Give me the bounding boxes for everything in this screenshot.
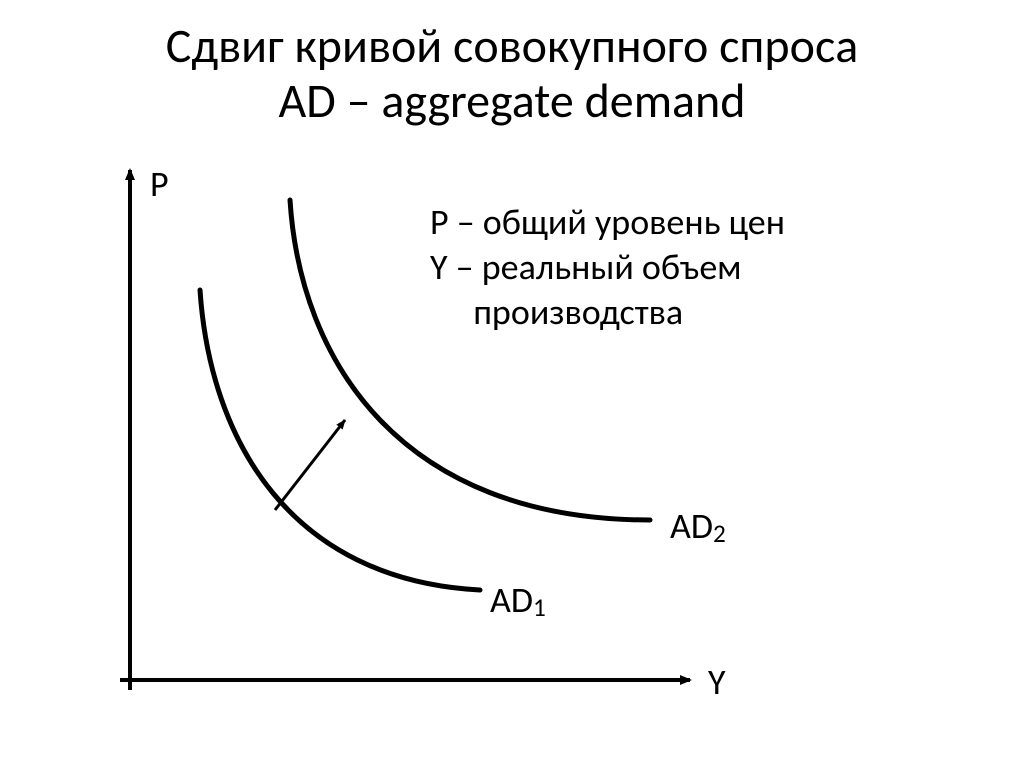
legend-line-2: Y – реальный объем (430, 245, 785, 290)
x-axis-label: Y (708, 660, 726, 704)
slide-title: Сдвиг кривой совокупного спроса AD – agg… (0, 18, 1024, 128)
y-axis-label: P (150, 162, 169, 206)
title-line-1: Сдвиг кривой совокупного спроса (166, 16, 858, 75)
curve-ad1 (200, 290, 480, 590)
shift-arrow (275, 420, 345, 510)
title-line-2: AD – aggregate demand (279, 71, 746, 130)
slide: Сдвиг кривой совокупного спроса AD – agg… (0, 0, 1024, 767)
curve-ad2-label: AD2 (670, 504, 726, 548)
legend-line-3: производства (430, 290, 785, 335)
curve-ad1-label: AD1 (490, 578, 546, 622)
legend-line-1: P – общий уровень цен (430, 200, 785, 245)
chart-area: P Y AD1 AD2 P – общий уровень цен Y – ре… (60, 160, 960, 740)
legend: P – общий уровень цен Y – реальный объем… (430, 200, 785, 335)
